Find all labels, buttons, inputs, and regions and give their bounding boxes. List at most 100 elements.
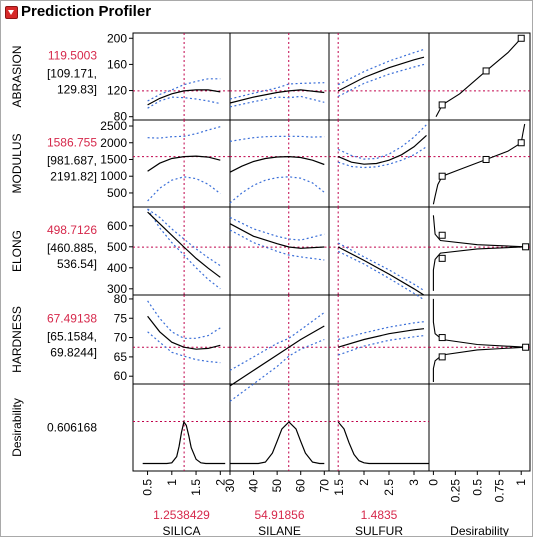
response-ci-upper: 536.54] — [57, 257, 97, 271]
y-tick-label: 120 — [107, 84, 127, 98]
desirability-function-curve — [432, 215, 526, 291]
confidence-lower-line — [147, 96, 221, 109]
desirability-trace-curve — [142, 420, 226, 465]
confidence-upper-line — [229, 216, 325, 241]
x-tick-label: 2.5 — [382, 479, 396, 496]
x-tick-label: 30 — [223, 479, 237, 493]
x-tick-label: 0 — [426, 479, 440, 486]
y-tick-label: 65 — [114, 350, 128, 364]
confidence-upper-line — [337, 48, 425, 86]
x-tick-label: 70 — [317, 479, 331, 493]
x-tick-label: 1 — [165, 479, 179, 486]
confidence-lower-line — [229, 176, 325, 204]
x-tick-label: 0.5 — [470, 479, 484, 496]
x-tick-label: 0.25 — [448, 479, 462, 503]
x-tick-label: 1.5 — [189, 479, 203, 496]
response-current-value: 67.49138 — [47, 312, 97, 326]
plot-frame — [132, 32, 531, 472]
prediction-curve — [229, 325, 325, 387]
response-label: MODULUS — [10, 133, 24, 193]
x-tick-label: 0.5 — [141, 479, 155, 496]
y-tick-label: 1500 — [100, 152, 127, 166]
desirability-handle — [517, 139, 525, 147]
y-tick-label: 500 — [107, 240, 127, 254]
x-tick-label: 1 — [514, 479, 528, 486]
confidence-lower-line — [337, 250, 425, 301]
response-current-value: 119.5003 — [48, 49, 97, 63]
desirability-axis-label: Desirability — [450, 524, 509, 536]
y-tick-label: 200 — [107, 31, 127, 45]
desirability-handle — [522, 243, 530, 251]
prediction-curve — [147, 211, 221, 278]
triangle-down-icon — [8, 10, 14, 15]
response-label: ELONG — [10, 230, 24, 272]
response-ci-lower: [460.885, — [47, 241, 97, 255]
desirability-handle — [438, 254, 446, 262]
prediction-curve — [338, 328, 425, 348]
confidence-upper-line — [147, 126, 221, 139]
y-tick-label: 160 — [107, 57, 127, 71]
confidence-lower-line — [338, 146, 427, 169]
desirability-function-curve — [435, 37, 522, 117]
y-tick-label: 80 — [114, 110, 128, 124]
confidence-upper-line — [147, 300, 221, 339]
confidence-lower-line — [147, 331, 221, 364]
y-tick-label: 2000 — [100, 136, 127, 150]
confidence-lower-line — [229, 95, 325, 108]
y-tick-label: 2500 — [100, 119, 127, 133]
desirability-trace-curve — [337, 421, 429, 465]
prediction-curve — [337, 246, 425, 296]
profiler-title: Prediction Profiler — [21, 3, 152, 20]
prediction-curve — [337, 134, 427, 165]
desirability-handle — [438, 231, 446, 239]
desirability-row-label: Desirability — [10, 398, 24, 457]
desirability-handle — [438, 172, 446, 180]
prediction-curve — [229, 89, 325, 104]
desirability-handle — [438, 334, 446, 342]
factor-current-value: 54.91856 — [254, 508, 304, 522]
prediction-curve — [229, 155, 325, 173]
response-current-value: 498.7126 — [47, 223, 97, 237]
desirability-handle — [438, 353, 446, 361]
prediction-curve — [337, 56, 425, 92]
y-tick-label: 600 — [107, 219, 127, 233]
confidence-upper-line — [338, 321, 425, 341]
prediction-curve — [147, 315, 221, 350]
response-label: ABRASION — [10, 45, 24, 107]
y-tick-label: 1000 — [100, 169, 127, 183]
x-tick-label: 2 — [213, 479, 227, 486]
confidence-lower-line — [229, 338, 325, 402]
disclosure-menu-icon[interactable] — [5, 6, 18, 19]
confidence-upper-line — [147, 208, 221, 267]
factor-current-value: 1.2538429 — [153, 508, 210, 522]
response-ci-upper: 69.8244] — [50, 346, 97, 360]
confidence-upper-line — [229, 312, 325, 371]
y-tick-label: 80 — [114, 292, 128, 306]
confidence-upper-line — [337, 124, 427, 160]
confidence-lower-line — [147, 208, 221, 290]
desirability-trace-curve — [230, 421, 325, 465]
desirability-handle — [482, 67, 490, 75]
response-ci-upper: 129.83] — [57, 83, 97, 97]
response-ci-lower: [981.687, — [47, 154, 97, 168]
prediction-curve — [147, 155, 221, 172]
x-tick-label: 0.75 — [492, 479, 506, 503]
response-ci-upper: 2191.82] — [50, 170, 97, 184]
desirability-handle — [438, 101, 446, 109]
y-tick-label: 70 — [114, 331, 128, 345]
factor-label: SILANE — [258, 524, 301, 536]
confidence-upper-line — [337, 242, 425, 292]
confidence-upper-line — [229, 82, 325, 100]
factor-current-value: 1.4835 — [361, 508, 398, 522]
y-tick-label: 75 — [114, 311, 128, 325]
x-tick-label: 1.5 — [332, 479, 346, 496]
response-ci-lower: [109.171, — [47, 67, 97, 81]
prediction-curve — [229, 223, 325, 249]
x-tick-label: 50 — [270, 479, 284, 493]
x-tick-label: 3 — [407, 479, 421, 486]
x-tick-label: 60 — [294, 479, 308, 493]
factor-label: SULFUR — [355, 524, 403, 536]
desirability-current-value: 0.606168 — [47, 421, 97, 435]
desirability-handle — [517, 34, 525, 42]
